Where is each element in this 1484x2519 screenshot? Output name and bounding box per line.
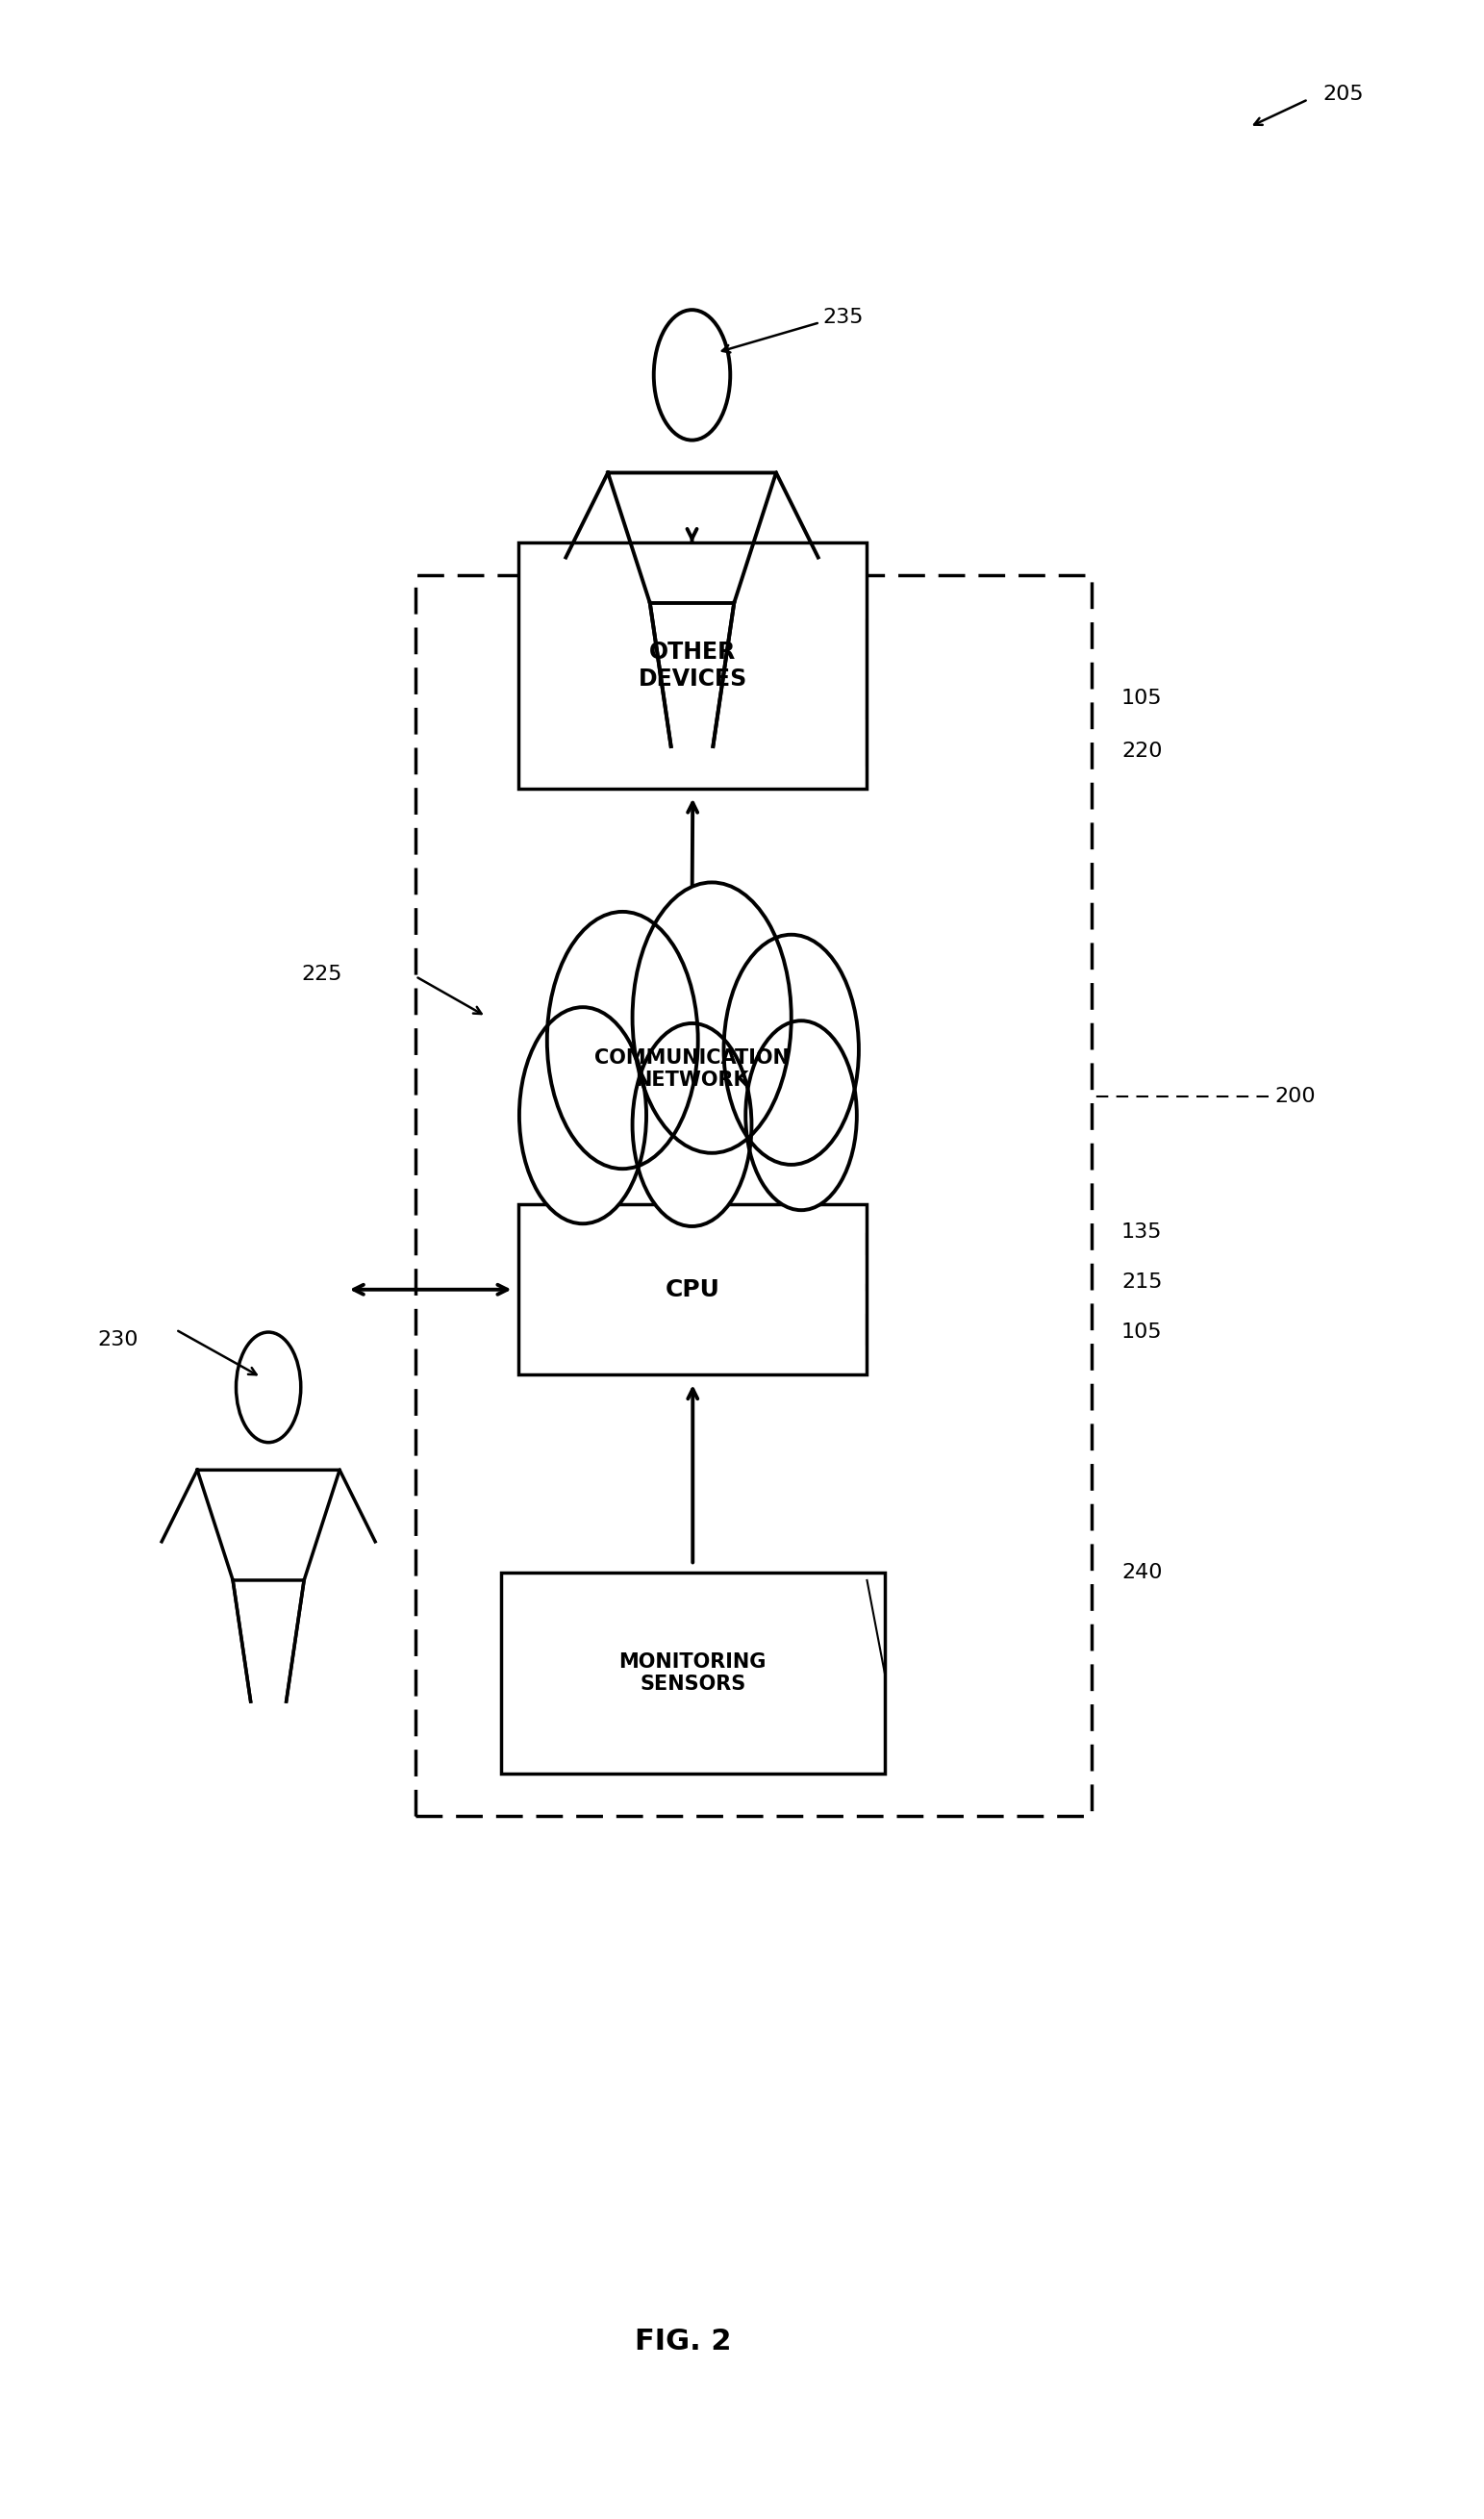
Circle shape — [548, 912, 697, 1169]
Text: MONITORING
SENSORS: MONITORING SENSORS — [619, 1652, 767, 1693]
Circle shape — [745, 1020, 856, 1209]
Text: 205: 205 — [1322, 86, 1364, 103]
Circle shape — [632, 882, 791, 1154]
Bar — [416, 574, 1092, 1816]
Text: 135: 135 — [1122, 1222, 1162, 1242]
Bar — [500, 1572, 884, 1773]
Text: 215: 215 — [1122, 1272, 1162, 1292]
Text: 200: 200 — [1275, 1088, 1315, 1106]
Text: 230: 230 — [98, 1330, 138, 1350]
Text: 225: 225 — [301, 965, 341, 982]
Text: 105: 105 — [1122, 1322, 1162, 1343]
Text: OTHER
DEVICES: OTHER DEVICES — [638, 640, 746, 690]
Text: COMMUNICATION
NETWORK: COMMUNICATION NETWORK — [595, 1048, 789, 1091]
Text: FIG. 2: FIG. 2 — [635, 2328, 732, 2355]
Circle shape — [724, 935, 859, 1164]
Circle shape — [519, 1008, 647, 1224]
Bar — [518, 1204, 867, 1375]
Text: 240: 240 — [1122, 1564, 1162, 1582]
Circle shape — [632, 1023, 751, 1227]
Text: 105: 105 — [1122, 688, 1162, 708]
Text: 220: 220 — [1122, 741, 1162, 761]
Text: 235: 235 — [824, 307, 864, 327]
Bar — [518, 544, 867, 788]
Text: CPU: CPU — [665, 1277, 720, 1302]
